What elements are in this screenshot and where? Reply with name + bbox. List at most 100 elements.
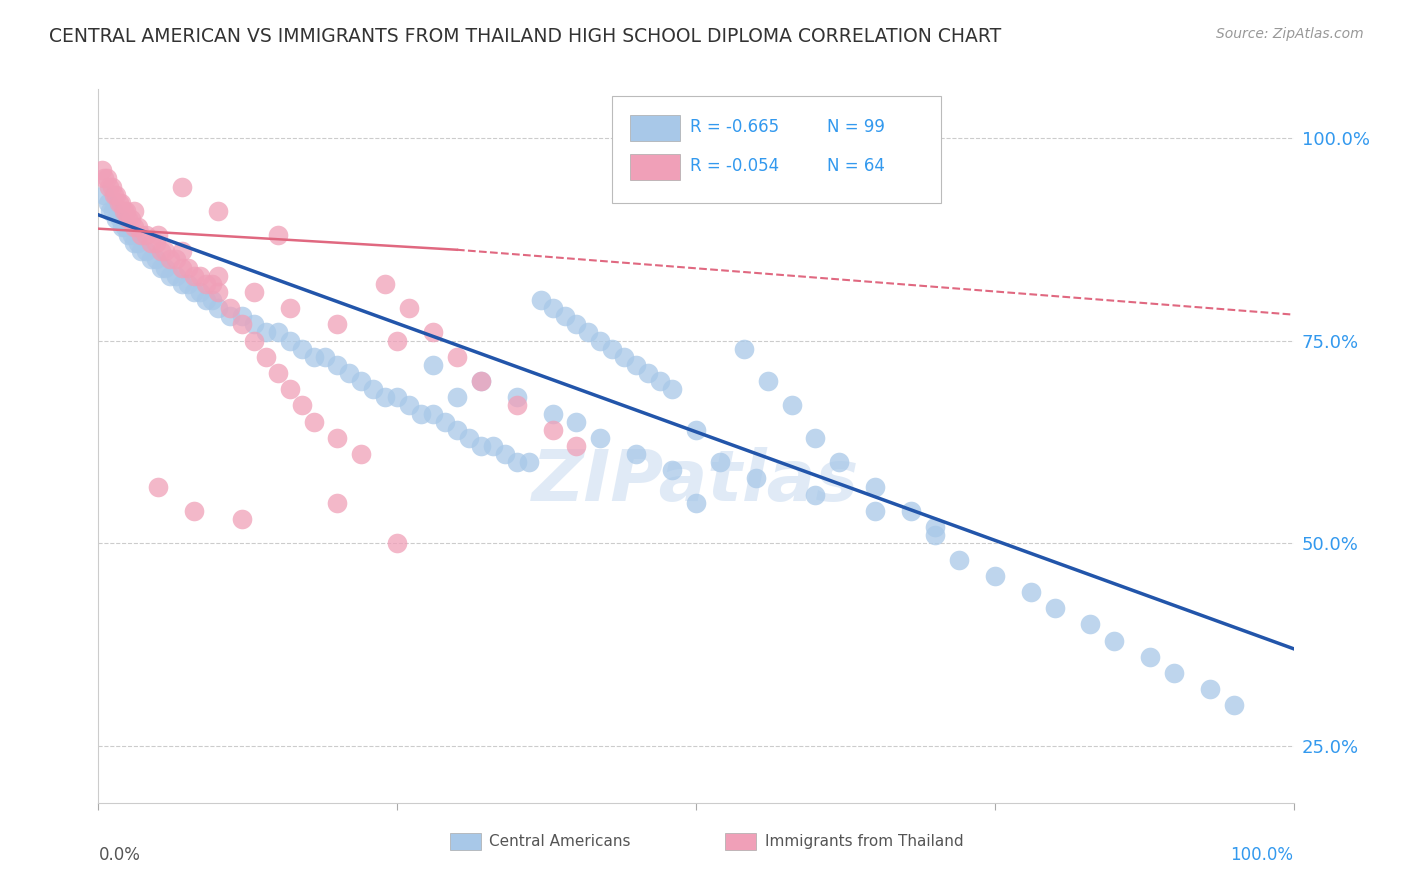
Point xyxy=(470,439,492,453)
Point xyxy=(506,390,529,404)
Point xyxy=(1019,585,1042,599)
Point xyxy=(267,366,290,380)
Point xyxy=(93,187,115,202)
Point xyxy=(103,187,125,202)
Point xyxy=(589,334,612,348)
Point xyxy=(350,374,373,388)
Point xyxy=(278,301,301,315)
Point xyxy=(254,350,277,364)
Text: Immigrants from Thailand: Immigrants from Thailand xyxy=(765,834,965,849)
Point xyxy=(148,479,170,493)
Point xyxy=(97,195,120,210)
Point xyxy=(470,374,492,388)
Point xyxy=(117,228,139,243)
Point xyxy=(124,220,146,235)
Point xyxy=(385,536,409,550)
Point xyxy=(458,431,481,445)
Point xyxy=(350,447,373,461)
Point xyxy=(470,374,492,388)
Point xyxy=(183,268,205,283)
Point xyxy=(924,520,946,534)
Point xyxy=(243,334,266,348)
Point xyxy=(114,220,136,235)
Point xyxy=(145,236,167,251)
Point xyxy=(201,277,224,291)
Point xyxy=(120,211,142,226)
Point xyxy=(183,285,205,299)
Point xyxy=(117,211,139,226)
Point xyxy=(149,244,172,259)
Point xyxy=(139,236,162,251)
Point xyxy=(121,228,143,243)
Point xyxy=(578,326,600,340)
Point xyxy=(685,423,707,437)
Point xyxy=(506,455,529,469)
Point xyxy=(1163,666,1185,681)
Point xyxy=(98,203,122,218)
Point xyxy=(398,301,420,315)
Point xyxy=(195,277,218,291)
Point xyxy=(661,382,683,396)
Point xyxy=(613,350,636,364)
Point xyxy=(804,488,827,502)
Point xyxy=(924,528,946,542)
Point xyxy=(100,179,122,194)
Point xyxy=(105,187,128,202)
Text: 0.0%: 0.0% xyxy=(98,846,141,863)
Point xyxy=(541,423,564,437)
Point xyxy=(363,382,385,396)
Point xyxy=(172,260,194,275)
Point xyxy=(339,366,361,380)
Point xyxy=(101,203,124,218)
Point xyxy=(172,277,194,291)
Point xyxy=(422,407,444,421)
Point xyxy=(541,301,564,315)
Point xyxy=(135,244,157,259)
Point xyxy=(243,318,266,332)
Point xyxy=(107,195,129,210)
Point xyxy=(91,163,114,178)
Point xyxy=(446,350,468,364)
Point xyxy=(127,236,149,251)
Point xyxy=(108,211,131,226)
Point xyxy=(709,455,731,469)
Point xyxy=(984,568,1007,582)
Point xyxy=(661,463,683,477)
Point xyxy=(131,228,153,243)
Point xyxy=(278,334,301,348)
Point xyxy=(565,439,588,453)
Point xyxy=(110,195,132,210)
Point xyxy=(565,318,588,332)
FancyBboxPatch shape xyxy=(724,833,756,850)
FancyBboxPatch shape xyxy=(450,833,481,850)
Point xyxy=(302,350,325,364)
Point xyxy=(131,244,153,259)
Point xyxy=(115,203,138,218)
Point xyxy=(149,260,172,275)
Point xyxy=(183,504,205,518)
FancyBboxPatch shape xyxy=(613,96,941,203)
Point xyxy=(231,512,253,526)
Point xyxy=(291,342,314,356)
Point xyxy=(159,268,181,283)
Point xyxy=(411,407,433,421)
Text: 100.0%: 100.0% xyxy=(1230,846,1294,863)
Point xyxy=(139,252,162,267)
Point xyxy=(1223,698,1246,713)
Text: ZIPatlas: ZIPatlas xyxy=(533,447,859,516)
Point xyxy=(733,342,755,356)
Point xyxy=(602,342,624,356)
FancyBboxPatch shape xyxy=(630,154,681,180)
Point xyxy=(145,252,167,267)
Point xyxy=(172,244,194,259)
Point xyxy=(231,318,253,332)
Point xyxy=(745,471,768,485)
Point xyxy=(254,326,277,340)
Text: Central Americans: Central Americans xyxy=(489,834,631,849)
Point xyxy=(105,211,128,226)
Point xyxy=(148,228,170,243)
Point xyxy=(756,374,779,388)
Point xyxy=(135,228,157,243)
Point xyxy=(207,285,229,299)
Point xyxy=(278,382,301,396)
